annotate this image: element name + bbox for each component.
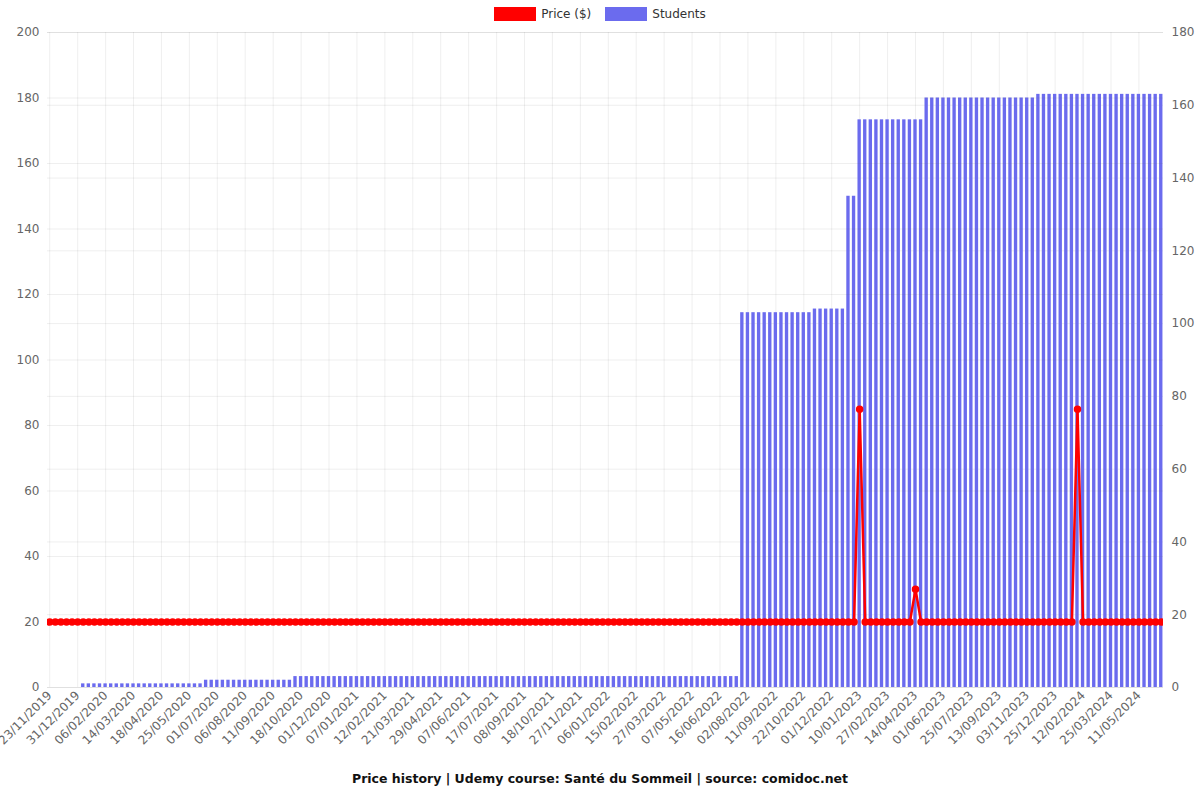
svg-text:0: 0	[1172, 680, 1180, 694]
svg-text:07/01/2021: 07/01/2021	[303, 688, 362, 748]
svg-text:25/12/2023: 25/12/2023	[1001, 688, 1060, 748]
svg-text:160: 160	[1172, 98, 1195, 112]
svg-text:200: 200	[17, 25, 40, 39]
svg-text:11/09/2020: 11/09/2020	[219, 688, 278, 748]
svg-text:12/02/2024: 12/02/2024	[1029, 688, 1088, 748]
svg-text:80: 80	[1172, 389, 1187, 403]
svg-text:29/04/2021: 29/04/2021	[386, 688, 446, 748]
svg-text:18/10/2021: 18/10/2021	[498, 688, 558, 748]
svg-text:02/08/2022: 02/08/2022	[694, 688, 753, 748]
svg-text:60: 60	[1172, 462, 1187, 476]
svg-text:27/03/2022: 27/03/2022	[610, 688, 669, 748]
svg-text:18/04/2020: 18/04/2020	[107, 688, 167, 748]
svg-text:25/07/2023: 25/07/2023	[917, 688, 977, 748]
svg-text:25/03/2024: 25/03/2024	[1057, 688, 1116, 748]
html-text:Price history | Udemy course:: Price history | Udemy course: Santé du S…	[352, 771, 848, 786]
html-text:Students: Students	[652, 7, 706, 21]
svg-text:40: 40	[1172, 535, 1187, 549]
svg-text:12/02/2021: 12/02/2021	[330, 688, 390, 748]
svg-text:100: 100	[1172, 316, 1195, 330]
svg-text:31/12/2019: 31/12/2019	[23, 688, 83, 748]
svg-text:07/06/2021: 07/06/2021	[414, 688, 474, 748]
svg-text:180: 180	[17, 91, 40, 105]
svg-text:01/12/2022: 01/12/2022	[777, 688, 837, 748]
svg-text:120: 120	[17, 287, 40, 301]
svg-text:14/04/2023: 14/04/2023	[861, 688, 921, 748]
svg-text:01/07/2020: 01/07/2020	[163, 688, 223, 748]
svg-text:20: 20	[1172, 608, 1187, 622]
svg-text:03/11/2023: 03/11/2023	[973, 688, 1032, 748]
svg-text:10/01/2023: 10/01/2023	[805, 688, 865, 748]
svg-text:15/02/2022: 15/02/2022	[582, 688, 642, 748]
svg-text:11/09/2022: 11/09/2022	[721, 688, 781, 748]
svg-text:27/11/2021: 27/11/2021	[526, 688, 586, 748]
svg-text:20: 20	[24, 615, 39, 629]
svg-text:08/09/2021: 08/09/2021	[470, 688, 530, 748]
svg-text:40: 40	[24, 549, 39, 563]
svg-text:25/05/2020: 25/05/2020	[135, 688, 195, 748]
svg-text:06/02/2020: 06/02/2020	[51, 688, 111, 748]
svg-text:80: 80	[24, 418, 39, 432]
svg-text:16/06/2022: 16/06/2022	[666, 688, 725, 748]
svg-text:01/12/2020: 01/12/2020	[275, 688, 334, 748]
svg-text:06/01/2022: 06/01/2022	[554, 688, 614, 748]
svg-text:21/03/2021: 21/03/2021	[358, 688, 418, 748]
svg-text:06/08/2020: 06/08/2020	[191, 688, 251, 748]
svg-text:07/05/2022: 07/05/2022	[638, 688, 697, 748]
svg-text:14/03/2020: 14/03/2020	[79, 688, 139, 748]
svg-text:140: 140	[1172, 171, 1195, 185]
svg-text:18/10/2020: 18/10/2020	[247, 688, 306, 748]
html-text:Price ($): Price ($)	[541, 7, 592, 21]
svg-text:140: 140	[17, 222, 40, 236]
svg-text:11/05/2024: 11/05/2024	[1085, 688, 1144, 747]
svg-text:17/07/2021: 17/07/2021	[442, 688, 502, 748]
svg-text:60: 60	[24, 484, 39, 498]
svg-text:0: 0	[32, 680, 40, 694]
svg-text:100: 100	[17, 353, 40, 367]
svg-text:22/10/2022: 22/10/2022	[749, 688, 809, 748]
svg-text:120: 120	[1172, 244, 1195, 258]
svg-text:180: 180	[1172, 25, 1195, 39]
svg-text:13/09/2023: 13/09/2023	[945, 688, 1005, 748]
svg-text:01/06/2023: 01/06/2023	[889, 688, 949, 748]
svg-text:27/02/2023: 27/02/2023	[833, 688, 893, 748]
svg-text:160: 160	[17, 156, 40, 170]
